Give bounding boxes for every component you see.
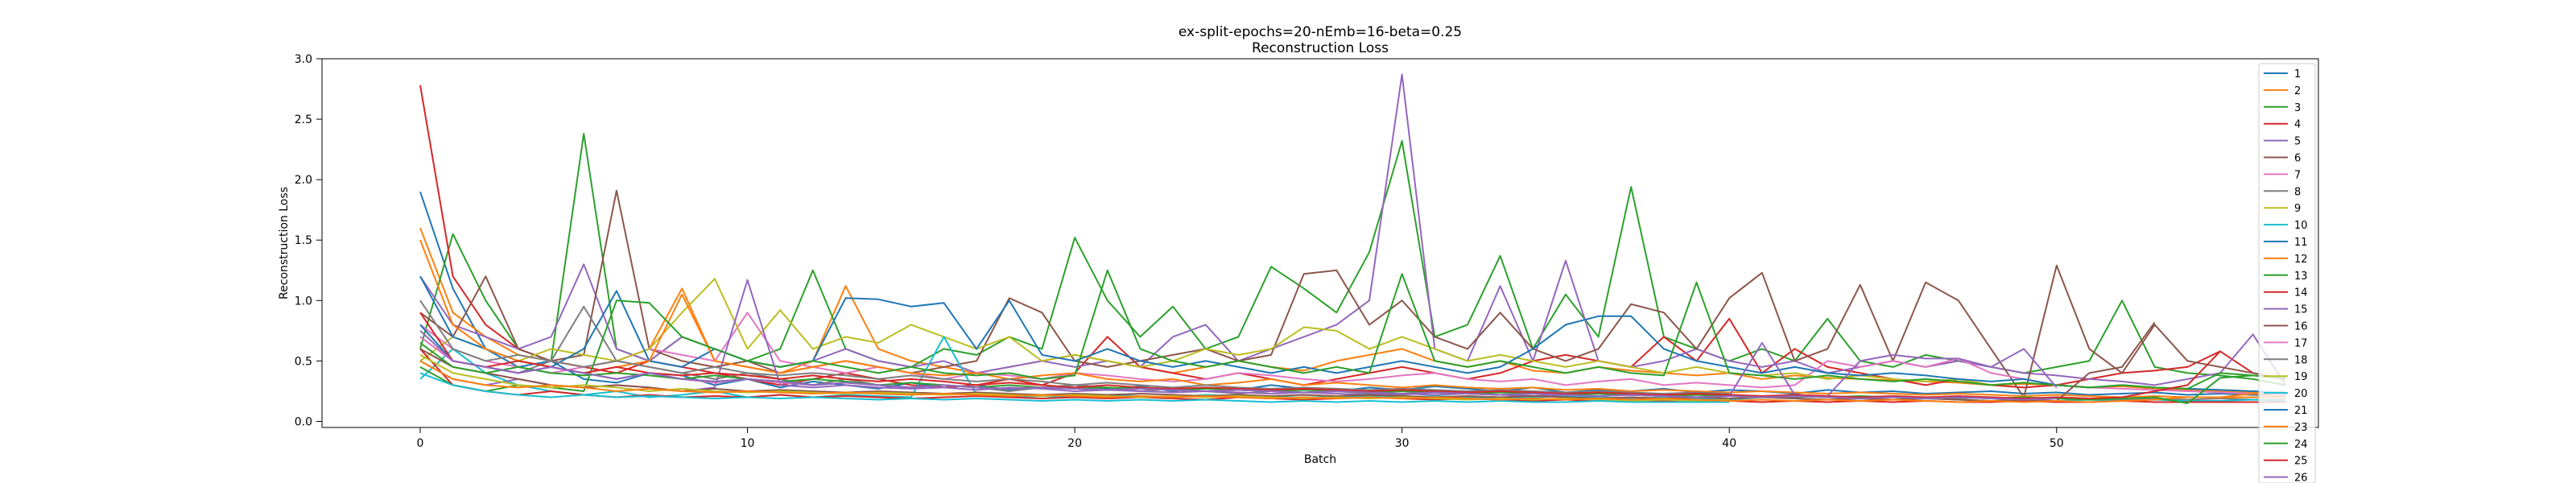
series-line-26 xyxy=(419,330,2057,401)
legend-label-4: 4 xyxy=(2294,119,2301,131)
legend-label-5: 5 xyxy=(2294,136,2301,148)
series-line-20 xyxy=(419,372,1730,403)
x-tick-label: 30 xyxy=(1395,437,1410,450)
legend-box xyxy=(2258,63,2316,483)
chart-subtitle: Reconstruction Loss xyxy=(1252,40,1389,56)
x-tick-label: 50 xyxy=(2050,437,2064,450)
x-tick-label: 0 xyxy=(417,437,424,450)
series-line-13 xyxy=(419,269,2286,392)
series-line-5 xyxy=(419,73,2287,386)
legend-label-11: 11 xyxy=(2294,237,2308,249)
legend-label-25: 25 xyxy=(2294,456,2308,468)
legend-label-10: 10 xyxy=(2294,220,2308,232)
legend-label-26: 26 xyxy=(2294,473,2308,483)
y-tick-label: 1.0 xyxy=(295,295,312,308)
legend-items: 1234567891011121314151617181920212324252… xyxy=(2264,68,2308,483)
x-axis-ticks: 0 10 20 30 40 50 xyxy=(417,427,2064,450)
legend-label-8: 8 xyxy=(2294,186,2301,198)
legend-label-7: 7 xyxy=(2294,169,2301,181)
series-line-3 xyxy=(419,133,2286,386)
series-line-2 xyxy=(419,227,2286,394)
y-tick-label: 2.5 xyxy=(295,114,312,126)
y-tick-label: 3.0 xyxy=(295,53,312,66)
series-line-12 xyxy=(419,239,2286,398)
legend-label-2: 2 xyxy=(2294,85,2301,97)
legend-label-15: 15 xyxy=(2294,304,2308,316)
x-tick-label: 40 xyxy=(1722,437,1736,450)
chart-title: ex-split-epochs=20-nEmb=16-beta=0.25 xyxy=(1179,24,1462,40)
series-line-9 xyxy=(419,278,2286,394)
series-line-18 xyxy=(419,299,1730,394)
y-tick-label: 0.5 xyxy=(295,355,312,368)
legend-label-21: 21 xyxy=(2294,405,2308,417)
legend-label-16: 16 xyxy=(2294,321,2308,333)
legend-label-17: 17 xyxy=(2294,337,2308,349)
legend-label-3: 3 xyxy=(2294,102,2301,114)
y-tick-label: 2.0 xyxy=(295,174,312,187)
series-line-23 xyxy=(419,360,2286,403)
y-axis-label: Reconstruction Loss xyxy=(278,187,291,299)
x-tick-label: 10 xyxy=(741,437,755,450)
legend-label-1: 1 xyxy=(2294,68,2301,80)
legend-label-19: 19 xyxy=(2294,371,2308,383)
y-tick-label: 0.0 xyxy=(295,415,312,428)
legend: 1234567891011121314151617181920212324252… xyxy=(2258,63,2316,483)
legend-label-12: 12 xyxy=(2294,254,2308,266)
legend-label-9: 9 xyxy=(2294,203,2301,215)
y-axis-ticks: 0.0 0.5 1.0 1.5 2.0 2.5 3.0 xyxy=(295,53,322,428)
legend-label-18: 18 xyxy=(2294,354,2308,366)
x-axis-label: Batch xyxy=(1304,453,1336,466)
legend-label-14: 14 xyxy=(2294,287,2308,299)
series-line-25 xyxy=(419,312,2221,399)
legend-label-20: 20 xyxy=(2294,388,2308,400)
y-tick-label: 1.5 xyxy=(295,234,312,247)
legend-label-6: 6 xyxy=(2294,153,2301,165)
series-line-4 xyxy=(419,85,2286,389)
series-lines xyxy=(419,73,2287,404)
legend-label-13: 13 xyxy=(2294,270,2308,283)
legend-label-24: 24 xyxy=(2294,439,2308,451)
series-line-7 xyxy=(419,312,2286,396)
plot-area xyxy=(321,58,2319,428)
x-tick-label: 20 xyxy=(1067,437,1082,450)
legend-label-23: 23 xyxy=(2294,422,2308,434)
